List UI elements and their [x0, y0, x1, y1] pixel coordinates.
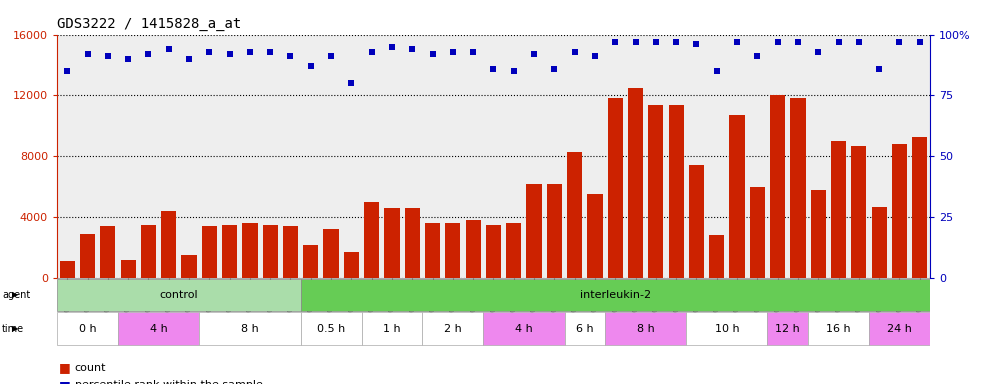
Text: 0.5 h: 0.5 h — [317, 324, 345, 334]
Bar — [483, 313, 565, 345]
Text: agent: agent — [2, 290, 31, 300]
Bar — [628, 88, 644, 278]
Bar — [361, 313, 422, 345]
Bar — [385, 208, 400, 278]
Bar — [526, 184, 541, 278]
Bar — [199, 313, 301, 345]
Bar — [202, 226, 216, 278]
Bar — [425, 223, 440, 278]
Text: count: count — [75, 363, 106, 373]
Bar — [120, 260, 136, 278]
Bar — [343, 252, 359, 278]
Bar — [506, 223, 522, 278]
Text: 24 h: 24 h — [887, 324, 912, 334]
Text: percentile rank within the sample: percentile rank within the sample — [75, 380, 263, 384]
Bar — [364, 202, 379, 278]
Bar — [100, 226, 115, 278]
Bar — [465, 220, 481, 278]
Bar — [141, 225, 156, 278]
Bar — [161, 211, 176, 278]
Text: time: time — [2, 324, 24, 334]
Text: ▶: ▶ — [12, 290, 19, 300]
Bar — [808, 313, 869, 345]
Bar — [547, 184, 562, 278]
Bar — [689, 166, 705, 278]
Bar — [446, 223, 461, 278]
Bar — [567, 152, 583, 278]
Bar — [80, 234, 95, 278]
Bar — [768, 313, 808, 345]
Bar — [851, 146, 867, 278]
Text: 12 h: 12 h — [775, 324, 800, 334]
Bar — [60, 261, 75, 278]
Text: ■: ■ — [59, 361, 71, 374]
Text: interleukin-2: interleukin-2 — [580, 290, 650, 300]
Text: 4 h: 4 h — [515, 324, 532, 334]
Bar — [790, 98, 806, 278]
Text: 0 h: 0 h — [79, 324, 96, 334]
Text: 16 h: 16 h — [827, 324, 851, 334]
Bar — [181, 255, 197, 278]
Text: 4 h: 4 h — [150, 324, 167, 334]
Bar — [686, 313, 768, 345]
Bar — [750, 187, 765, 278]
Bar — [222, 225, 237, 278]
Text: ■: ■ — [59, 379, 71, 384]
Bar — [57, 313, 118, 345]
Bar — [486, 225, 501, 278]
Bar — [729, 115, 745, 278]
Text: 1 h: 1 h — [383, 324, 400, 334]
Bar — [57, 279, 301, 311]
Bar — [605, 313, 686, 345]
Bar — [301, 313, 361, 345]
Text: control: control — [159, 290, 198, 300]
Bar — [324, 229, 338, 278]
Text: 2 h: 2 h — [444, 324, 461, 334]
Bar — [869, 313, 930, 345]
Bar — [912, 136, 927, 278]
Text: GDS3222 / 1415828_a_at: GDS3222 / 1415828_a_at — [57, 17, 241, 31]
Bar — [242, 223, 258, 278]
Bar — [668, 104, 684, 278]
Bar — [118, 313, 199, 345]
Bar — [770, 96, 785, 278]
Bar — [301, 279, 930, 311]
Bar — [830, 141, 846, 278]
Text: 6 h: 6 h — [576, 324, 593, 334]
Bar — [587, 194, 602, 278]
Text: 8 h: 8 h — [241, 324, 259, 334]
Bar — [404, 208, 420, 278]
Bar — [872, 207, 887, 278]
Text: ▶: ▶ — [12, 324, 19, 333]
Bar — [648, 104, 663, 278]
Bar — [811, 190, 826, 278]
Bar — [263, 225, 277, 278]
Bar — [422, 313, 483, 345]
Bar — [709, 235, 724, 278]
Text: 8 h: 8 h — [637, 324, 654, 334]
Bar — [303, 245, 319, 278]
Bar — [608, 98, 623, 278]
Text: 10 h: 10 h — [714, 324, 739, 334]
Bar — [892, 144, 907, 278]
Bar — [282, 226, 298, 278]
Bar — [565, 313, 605, 345]
